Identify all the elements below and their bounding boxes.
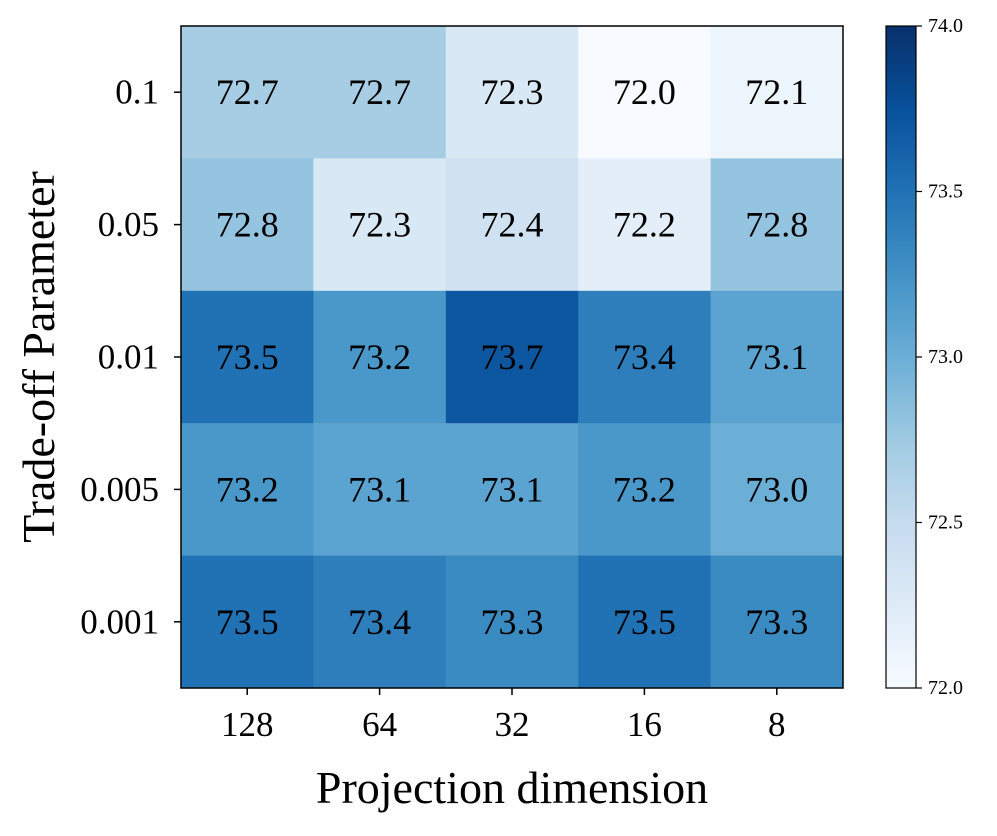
cell-value-label: 73.1 bbox=[481, 469, 544, 509]
cell-value-label: 73.3 bbox=[745, 602, 808, 642]
heatmap-cell-r3-c4 bbox=[710, 423, 844, 557]
colorbar-tick-label: 73.0 bbox=[928, 346, 963, 368]
heatmap-cell-r1-c4 bbox=[710, 158, 844, 292]
colorbar-tick-label: 72.5 bbox=[928, 512, 963, 534]
heatmap-cell-r1-c2 bbox=[445, 158, 579, 292]
heatmap-cell-r2-c3 bbox=[578, 290, 712, 424]
heatmap-cell-r4-c3 bbox=[578, 555, 712, 689]
y-axis-label: Trade-off Parameter bbox=[13, 171, 64, 543]
heatmap-cell-r2-c1 bbox=[313, 290, 447, 424]
heatmap-cell-r4-c0 bbox=[181, 555, 314, 689]
cell-value-label: 73.5 bbox=[613, 602, 676, 642]
cell-value-label: 72.3 bbox=[348, 205, 411, 245]
cell-value-label: 72.7 bbox=[216, 72, 279, 112]
cell-value-label: 72.2 bbox=[613, 205, 676, 245]
cell-value-label: 73.4 bbox=[348, 602, 411, 642]
heatmap-cell-r0-c3 bbox=[578, 26, 712, 159]
x-axis-ticks: 128 64 32 16 8 bbox=[221, 688, 786, 744]
cell-value-label: 72.4 bbox=[481, 205, 544, 245]
heatmap-cell-r3-c3 bbox=[578, 423, 712, 557]
cell-value-label: 73.5 bbox=[216, 337, 279, 377]
colorbar-ticks: 72.0 72.5 73.0 73.5 74.0 bbox=[916, 15, 963, 699]
x-tick-label: 8 bbox=[768, 705, 786, 744]
cell-value-label: 73.7 bbox=[481, 337, 544, 377]
cell-value-label: 72.3 bbox=[481, 72, 544, 112]
x-tick-label: 128 bbox=[221, 705, 274, 744]
x-axis-label: Projection dimension bbox=[316, 762, 708, 813]
heatmap-cells bbox=[181, 26, 844, 689]
cell-value-label: 72.8 bbox=[216, 205, 279, 245]
heatmap-cell-r1-c1 bbox=[313, 158, 447, 292]
heatmap-cell-r4-c2 bbox=[445, 555, 579, 689]
cell-value-label: 72.7 bbox=[348, 72, 411, 112]
heatmap-cell-r3-c2 bbox=[445, 423, 579, 557]
heatmap-cell-r1-c3 bbox=[578, 158, 712, 292]
y-tick-label: 0.01 bbox=[98, 338, 159, 377]
heatmap-cell-r1-c0 bbox=[181, 158, 314, 292]
heatmap-cell-r0-c2 bbox=[445, 26, 579, 159]
cell-value-label: 73.2 bbox=[348, 337, 411, 377]
x-tick-label: 16 bbox=[627, 705, 662, 744]
heatmap-cell-r4-c4 bbox=[710, 555, 844, 689]
cell-value-label: 73.1 bbox=[745, 337, 808, 377]
cell-value-label: 73.2 bbox=[216, 469, 279, 509]
heatmap-cell-r3-c0 bbox=[181, 423, 314, 557]
cell-value-label: 72.8 bbox=[745, 205, 808, 245]
colorbar-tick-label: 72.0 bbox=[928, 677, 963, 699]
colorbar bbox=[885, 25, 917, 689]
colorbar-tick-label: 73.5 bbox=[928, 181, 963, 203]
heatmap-cell-r2-c4 bbox=[710, 290, 844, 424]
cell-value-label: 73.3 bbox=[481, 602, 544, 642]
cell-value-label: 73.4 bbox=[613, 337, 676, 377]
heatmap-cell-r2-c0 bbox=[181, 290, 314, 424]
heatmap-cell-labels: 72.7 72.7 72.3 72.0 72.1 72.8 72.3 72.4 72.2 72.8… bbox=[216, 72, 809, 642]
y-axis-ticks: 0.1 0.05 0.01 0.005 0.001 bbox=[80, 73, 181, 641]
y-tick-label: 0.1 bbox=[115, 73, 159, 112]
cell-value-label: 73.2 bbox=[613, 469, 676, 509]
cell-value-label: 73.0 bbox=[745, 469, 808, 509]
y-tick-label: 0.001 bbox=[80, 602, 159, 641]
y-tick-label: 0.05 bbox=[98, 205, 159, 244]
heatmap-cell-r0-c4 bbox=[710, 26, 844, 159]
colorbar-tick-label: 74.0 bbox=[928, 15, 963, 37]
x-tick-label: 32 bbox=[495, 705, 530, 744]
cell-value-label: 72.0 bbox=[613, 72, 676, 112]
heatmap-cell-r4-c1 bbox=[313, 555, 447, 689]
heatmap-cell-r3-c1 bbox=[313, 423, 447, 557]
cell-value-label: 73.5 bbox=[216, 602, 279, 642]
heatmap-cell-r2-c2 bbox=[445, 290, 579, 424]
y-tick-label: 0.005 bbox=[80, 470, 159, 509]
cell-value-label: 73.1 bbox=[348, 469, 411, 509]
x-tick-label: 64 bbox=[362, 705, 397, 744]
heatmap-cell-r0-c0 bbox=[181, 26, 314, 159]
heatmap-cell-r0-c1 bbox=[313, 26, 447, 159]
cell-value-label: 72.1 bbox=[745, 72, 808, 112]
